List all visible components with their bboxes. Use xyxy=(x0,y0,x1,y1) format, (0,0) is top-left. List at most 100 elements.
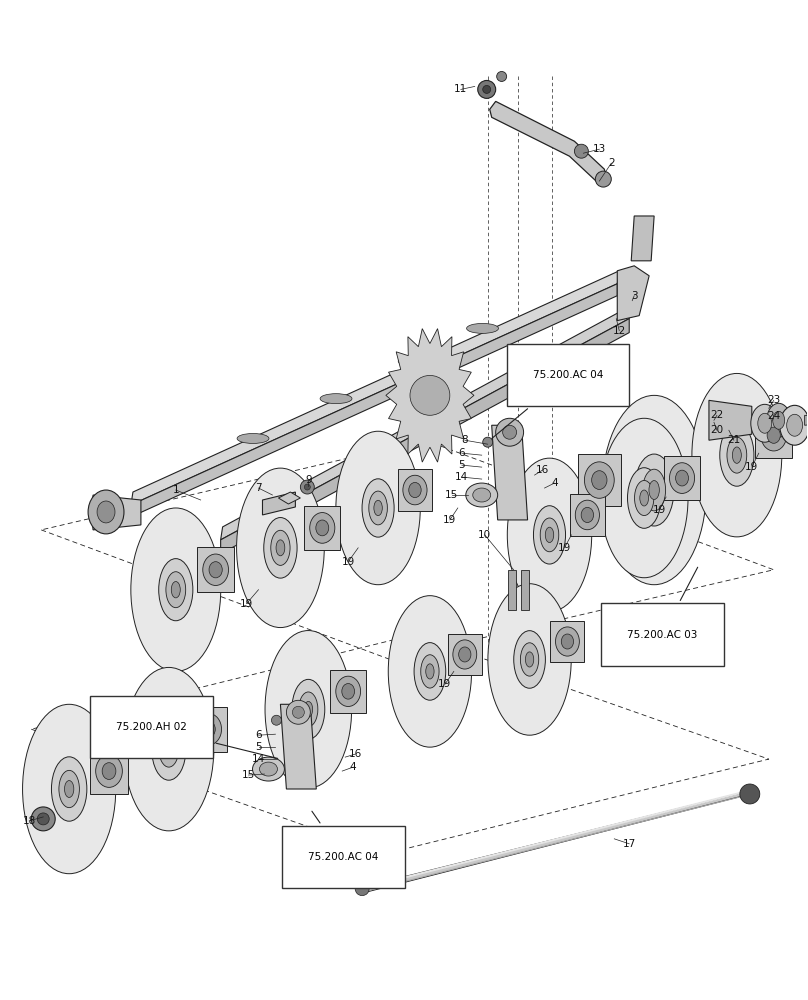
Ellipse shape xyxy=(600,418,688,578)
Ellipse shape xyxy=(421,655,439,688)
Ellipse shape xyxy=(263,518,297,578)
Text: 19: 19 xyxy=(438,679,452,689)
Text: 8: 8 xyxy=(461,435,468,445)
Ellipse shape xyxy=(591,471,607,489)
Ellipse shape xyxy=(692,373,782,537)
Text: 15: 15 xyxy=(445,490,458,500)
Text: 21: 21 xyxy=(727,435,740,445)
Ellipse shape xyxy=(309,513,335,543)
Text: 14: 14 xyxy=(252,754,265,764)
Ellipse shape xyxy=(368,491,387,525)
Polygon shape xyxy=(131,271,619,505)
Ellipse shape xyxy=(171,582,180,598)
Ellipse shape xyxy=(758,413,772,433)
Ellipse shape xyxy=(628,468,661,528)
FancyBboxPatch shape xyxy=(398,469,432,511)
Text: 75.200.AC 04: 75.200.AC 04 xyxy=(309,811,379,862)
Text: 75.200.AC 03: 75.200.AC 03 xyxy=(627,567,697,640)
Polygon shape xyxy=(709,400,751,440)
Ellipse shape xyxy=(767,403,791,437)
Text: 18: 18 xyxy=(23,816,36,826)
Ellipse shape xyxy=(670,463,695,493)
Text: 16: 16 xyxy=(348,749,362,759)
Ellipse shape xyxy=(452,640,477,669)
Ellipse shape xyxy=(732,447,742,463)
Text: 19: 19 xyxy=(558,543,571,553)
Ellipse shape xyxy=(525,652,534,667)
Text: 15: 15 xyxy=(242,770,255,780)
Ellipse shape xyxy=(299,692,318,727)
Ellipse shape xyxy=(131,508,221,671)
Polygon shape xyxy=(490,101,608,184)
Ellipse shape xyxy=(336,676,360,706)
Text: 5: 5 xyxy=(458,460,465,470)
Ellipse shape xyxy=(514,631,545,688)
Ellipse shape xyxy=(265,631,351,788)
Ellipse shape xyxy=(584,462,614,498)
Ellipse shape xyxy=(556,627,579,656)
Polygon shape xyxy=(91,495,141,530)
Ellipse shape xyxy=(545,527,553,543)
Text: 17: 17 xyxy=(623,839,636,849)
Ellipse shape xyxy=(727,437,747,473)
FancyBboxPatch shape xyxy=(550,621,584,662)
Ellipse shape xyxy=(495,418,524,446)
Ellipse shape xyxy=(602,395,706,585)
Ellipse shape xyxy=(304,701,313,717)
Ellipse shape xyxy=(237,468,324,628)
Ellipse shape xyxy=(473,488,490,502)
Ellipse shape xyxy=(301,480,314,494)
Ellipse shape xyxy=(342,684,355,699)
Ellipse shape xyxy=(209,562,222,578)
Text: 19: 19 xyxy=(745,462,759,472)
Ellipse shape xyxy=(772,411,785,429)
Ellipse shape xyxy=(95,755,122,787)
Ellipse shape xyxy=(37,813,49,825)
Ellipse shape xyxy=(414,643,446,700)
Ellipse shape xyxy=(65,781,74,797)
Text: 23: 23 xyxy=(767,395,781,405)
Ellipse shape xyxy=(336,431,420,585)
Text: 19: 19 xyxy=(240,599,253,609)
Ellipse shape xyxy=(124,667,214,831)
FancyBboxPatch shape xyxy=(90,748,128,794)
Polygon shape xyxy=(617,266,649,321)
FancyBboxPatch shape xyxy=(197,547,234,592)
Text: 20: 20 xyxy=(710,425,723,435)
Ellipse shape xyxy=(410,375,450,415)
Ellipse shape xyxy=(259,762,277,776)
Ellipse shape xyxy=(374,500,382,516)
Text: 75.200.AC 04: 75.200.AC 04 xyxy=(492,370,603,438)
Ellipse shape xyxy=(482,85,490,93)
Ellipse shape xyxy=(159,731,179,767)
Ellipse shape xyxy=(52,757,86,821)
Ellipse shape xyxy=(488,584,571,735)
Ellipse shape xyxy=(23,704,116,874)
Ellipse shape xyxy=(466,323,499,333)
Ellipse shape xyxy=(320,394,352,404)
FancyBboxPatch shape xyxy=(570,494,604,536)
Ellipse shape xyxy=(720,424,754,486)
Ellipse shape xyxy=(276,540,284,556)
Ellipse shape xyxy=(196,713,221,745)
Ellipse shape xyxy=(581,507,594,523)
Text: 6: 6 xyxy=(255,730,262,740)
Ellipse shape xyxy=(520,643,539,676)
Polygon shape xyxy=(221,306,631,540)
Text: 5: 5 xyxy=(255,742,262,752)
Ellipse shape xyxy=(761,419,787,451)
Polygon shape xyxy=(631,216,654,261)
Text: 2: 2 xyxy=(608,158,615,168)
Text: 3: 3 xyxy=(631,291,638,301)
Ellipse shape xyxy=(271,530,290,565)
Ellipse shape xyxy=(575,500,600,530)
Text: 24: 24 xyxy=(767,411,781,421)
Polygon shape xyxy=(263,492,296,515)
Polygon shape xyxy=(386,329,474,462)
Ellipse shape xyxy=(316,520,329,536)
Text: 6: 6 xyxy=(458,448,465,458)
Ellipse shape xyxy=(503,425,516,439)
Ellipse shape xyxy=(541,518,559,552)
Text: 9: 9 xyxy=(305,475,312,485)
Polygon shape xyxy=(131,284,617,517)
